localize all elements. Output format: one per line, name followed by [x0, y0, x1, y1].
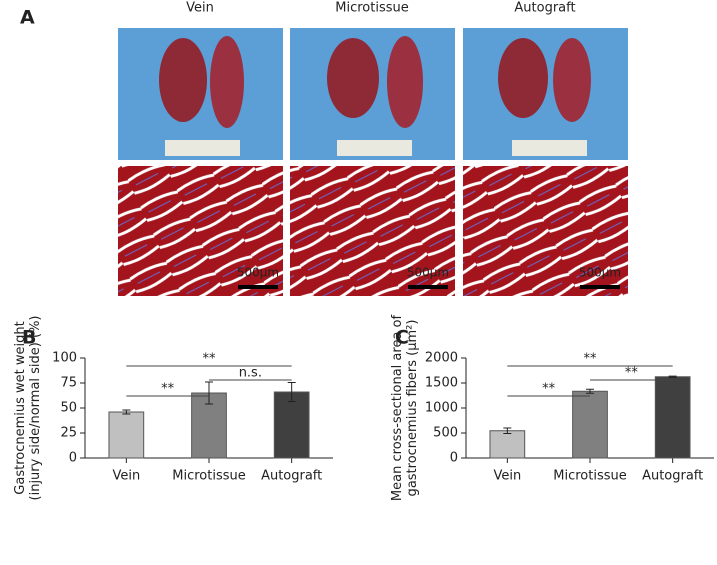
photo-vein — [118, 28, 283, 296]
bar — [273, 391, 310, 459]
y-tick-label: 25 — [60, 426, 77, 441]
column-label: Vein — [186, 1, 214, 16]
y-tick-label: 1000 — [425, 401, 458, 416]
panel-label: A — [20, 7, 35, 29]
x-tick-label: Autograft — [261, 469, 322, 484]
y-tick-label: 1500 — [425, 376, 458, 391]
error-bar — [287, 382, 296, 402]
significance-label: ** — [584, 352, 598, 367]
significance-label: ** — [161, 382, 175, 397]
x-tick-label: Microtissue — [553, 469, 626, 484]
x-tick-label: Autograft — [642, 469, 703, 484]
y-axis-label: Mean cross-sectional area of gastrocnemiu… — [390, 315, 420, 502]
x-tick-label: Vein — [493, 469, 521, 484]
error-bar — [668, 375, 677, 378]
x-tick-label: Microtissue — [172, 469, 245, 484]
y-axis-label-line: Gastrocnemius wet weight — [13, 321, 28, 494]
bar — [654, 376, 691, 459]
y-tick-label: 50 — [60, 401, 77, 416]
error-bar — [205, 381, 213, 405]
x-tick-label: Vein — [112, 469, 140, 484]
column-label: Autograft — [514, 1, 575, 16]
y-tick-label: 0 — [450, 451, 458, 466]
y-tick-label: 2000 — [425, 351, 458, 366]
scale-bar-label: 500μm — [237, 266, 279, 280]
y-tick-label: 75 — [60, 376, 77, 391]
significance-label: ** — [625, 366, 639, 381]
error-bar — [122, 409, 131, 415]
significance-label: ** — [542, 382, 556, 397]
y-tick-label: 0 — [69, 451, 77, 466]
panel-label: C — [395, 327, 409, 349]
y-axis-label-line: (injury side/normal side) (%) — [28, 316, 43, 501]
significance-label: n.s. — [239, 366, 262, 381]
panel-a — [118, 28, 628, 296]
bar — [572, 390, 608, 459]
bar — [108, 411, 145, 459]
y-axis-label: Gastrocnemius wet weight (injury side/nor… — [13, 316, 43, 501]
y-axis-label-line: gastrocnemius fibers (μm²) — [405, 320, 420, 497]
y-tick-label: 100 — [52, 351, 77, 366]
photo-autograft — [463, 28, 628, 296]
photo-microtissue — [290, 28, 455, 296]
scale-bar-label: 500μm — [407, 266, 449, 280]
error-bar — [586, 388, 594, 394]
column-label: Microtissue — [335, 1, 408, 16]
scale-bar-label: 500μm — [579, 266, 621, 280]
bar — [489, 430, 526, 459]
y-axis-label-line: Mean cross-sectional area of — [390, 315, 405, 502]
y-tick-label: 500 — [433, 426, 458, 441]
significance-label: ** — [203, 352, 217, 367]
error-bar — [503, 427, 512, 434]
panel-label: B — [22, 327, 36, 349]
